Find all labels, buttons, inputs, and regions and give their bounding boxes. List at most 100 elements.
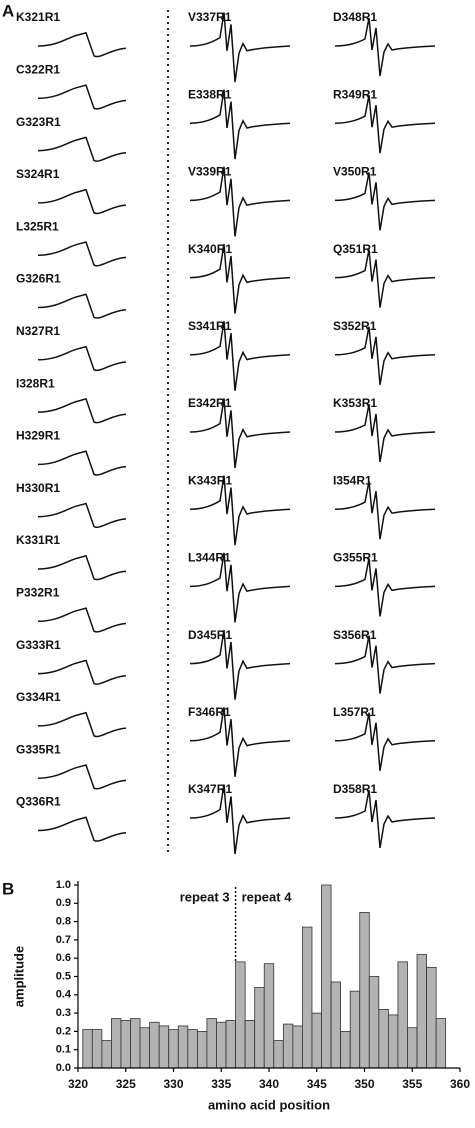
y-axis-title: amplitude: [11, 946, 26, 1007]
spectrum: [37, 764, 127, 790]
spectrum-label: C322R1: [16, 62, 60, 76]
spectrum: [334, 789, 436, 849]
y-tick-label: 0.7: [56, 934, 71, 946]
spectrum-label: K340R1: [188, 242, 232, 256]
bar: [397, 961, 408, 1069]
spectrum: [189, 784, 291, 855]
x-tick-label: 345: [307, 1077, 327, 1091]
spectrum: [189, 629, 291, 700]
spectrum-label: N327R1: [16, 324, 60, 338]
spectrum: [37, 554, 127, 581]
spectrum-label: H330R1: [16, 481, 60, 495]
spectrum-label: L357R1: [333, 705, 376, 719]
bar: [263, 963, 275, 1069]
bar: [387, 1014, 399, 1069]
spectrum-label: S341R1: [188, 319, 232, 333]
spectrum: [37, 450, 127, 476]
spectrum-label: G323R1: [16, 115, 61, 129]
bar: [120, 1020, 131, 1069]
bar: [101, 1040, 112, 1069]
bar: [244, 1020, 256, 1069]
spectrum-label: L325R1: [16, 219, 59, 233]
bar: [435, 1018, 447, 1069]
y-tick-label: 1.0: [56, 879, 71, 891]
spectrum-label: H329R1: [16, 429, 60, 443]
spectrum: [189, 243, 291, 314]
bar: [378, 1009, 389, 1069]
bar: [321, 884, 332, 1069]
spectrum: [37, 31, 127, 58]
spectrum: [334, 249, 436, 308]
x-tick-label: 355: [402, 1077, 422, 1091]
x-tick-label: 360: [450, 1077, 470, 1091]
bar: [158, 1025, 170, 1069]
y-tick-label: 0.2: [56, 1025, 71, 1037]
spectrum: [37, 136, 127, 162]
bar: [130, 1018, 141, 1069]
bar: [368, 976, 380, 1069]
spectrum-label: S324R1: [16, 167, 60, 181]
spectrum-label: F346R1: [188, 705, 231, 719]
spectrum: [37, 659, 127, 685]
bar: [111, 1018, 122, 1069]
spectrum-label: V337R1: [188, 10, 232, 24]
spectrum-label: K347R1: [188, 782, 232, 796]
spectrum-label: S352R1: [333, 319, 377, 333]
spectrum-label: P332R1: [16, 585, 60, 599]
spectrum: [37, 188, 127, 215]
spectrum-label: K321R1: [16, 10, 60, 24]
bar: [426, 966, 437, 1069]
x-tick-label: 340: [259, 1077, 279, 1091]
bar: [302, 926, 313, 1069]
bar: [196, 1031, 208, 1069]
x-tick-label: 330: [163, 1077, 183, 1091]
bar: [416, 954, 427, 1069]
spectrum-label: D358R1: [333, 782, 377, 796]
annotation: repeat 4: [242, 889, 293, 904]
bar: [330, 981, 342, 1069]
spectrum-label: E342R1: [188, 396, 232, 410]
bar: [407, 1027, 418, 1069]
bar: [82, 1029, 93, 1069]
bar: [177, 1025, 189, 1069]
spectrum-label: V350R1: [333, 165, 377, 179]
spectrum-label: V339R1: [188, 165, 232, 179]
spectrum-label: R349R1: [333, 87, 377, 101]
y-tick-label: 0.8: [56, 916, 71, 928]
spectrum-label: L344R1: [188, 551, 231, 565]
spectrum: [37, 502, 127, 529]
y-tick-label: 0.9: [56, 897, 71, 909]
bar: [139, 1027, 151, 1069]
spectrum-label: G326R1: [16, 272, 61, 286]
y-tick-label: 0.5: [56, 970, 71, 982]
spectrum-label: G334R1: [16, 690, 61, 704]
bar: [340, 1031, 351, 1069]
spectrum: [37, 293, 127, 319]
spectrum: [334, 712, 436, 771]
spectrum: [37, 816, 127, 842]
y-tick-label: 0.4: [56, 989, 72, 1001]
bar: [349, 990, 361, 1069]
spectrum: [189, 552, 291, 623]
spectrum: [189, 89, 291, 160]
spectrum-label: Q336R1: [16, 795, 61, 809]
x-tick-label: 325: [116, 1077, 136, 1091]
spectrum: [334, 95, 436, 154]
spectrum: [334, 172, 436, 231]
spectrum-label: I328R1: [16, 376, 55, 390]
annotation: repeat 3: [180, 889, 230, 904]
spectrum-label: G355R1: [333, 551, 378, 565]
spectrum: [37, 241, 127, 267]
bar: [292, 1025, 303, 1069]
y-tick-label: 0.6: [56, 952, 71, 964]
x-axis-title: amino acid position: [208, 1097, 330, 1112]
spectrum-label: S356R1: [333, 628, 377, 642]
y-tick-label: 0.3: [56, 1007, 71, 1019]
bar: [168, 1029, 179, 1069]
spectrum: [189, 475, 291, 546]
bar: [149, 1021, 160, 1069]
bar: [359, 912, 370, 1069]
spectrum: [37, 711, 127, 738]
spectrum-label: E338R1: [188, 87, 232, 101]
